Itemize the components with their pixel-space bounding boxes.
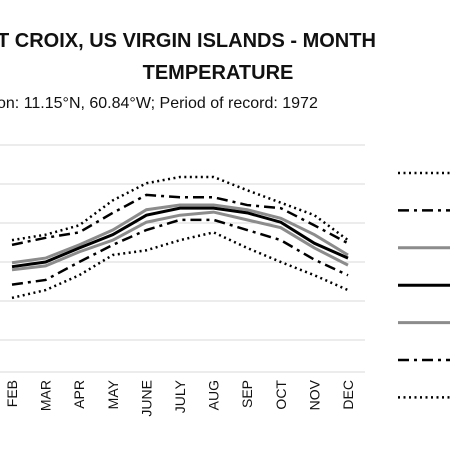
series-line [11,175,349,242]
x-tick-label: NOV [306,379,322,410]
x-tick-label: JULY [172,379,188,413]
x-tick-label: DEC [340,380,356,410]
x-tick-label: FEB [4,380,20,407]
x-tick-label: APR [71,380,87,409]
x-tick-label: AUG [206,380,222,410]
chart-title: T CROIX, US VIRGIN ISLANDS - MONTH [0,30,376,52]
x-tick-label: OCT [273,380,289,410]
series-line [11,231,349,300]
series-line [11,193,349,247]
series-line [11,210,349,272]
x-tick-label: MAY [105,379,121,409]
series-line [11,218,349,286]
x-tick-label: SEP [239,380,255,408]
series-line [11,203,349,265]
chart-title: TEMPERATURE [143,62,294,84]
x-tick-label: MAR [38,380,54,411]
chart-subtitle: on: 11.15°N, 60.84°W; Period of record: … [0,95,318,112]
x-tick-label: JUNE [138,380,154,417]
series-line [11,206,349,269]
